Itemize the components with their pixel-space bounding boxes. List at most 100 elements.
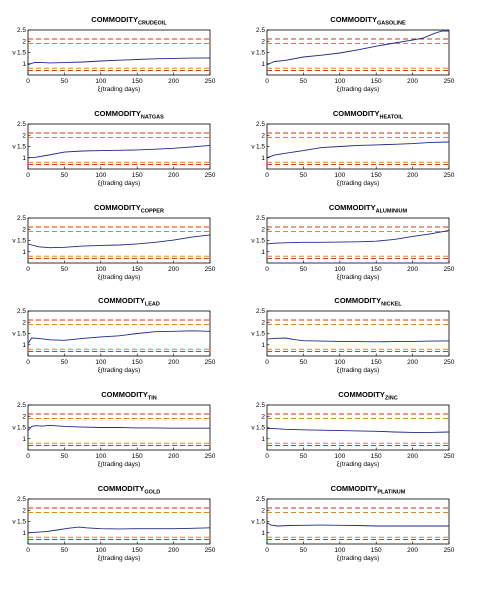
x-tick-label: 50: [300, 453, 308, 460]
y-axis-label: ν: [251, 238, 254, 245]
y-tick-label: 2.5: [17, 215, 26, 222]
x-tick-label: 100: [334, 172, 345, 179]
series-line: [266, 30, 449, 66]
title-main: COMMODITY: [91, 15, 138, 24]
y-tick-label: 2: [261, 413, 265, 420]
x-tick-label: 250: [444, 266, 455, 273]
x-tick-label: 250: [205, 359, 216, 366]
y-tick-label: 2: [22, 507, 26, 514]
x-axis-label: ξ(trading days): [337, 367, 380, 374]
x-tick-label: 250: [205, 453, 216, 460]
y-tick-label: 1.5: [256, 50, 265, 57]
y-tick-label: 1: [261, 342, 265, 349]
x-axis-label: ξ(trading days): [337, 461, 380, 468]
subplot-title: COMMODITYHEATOIL: [333, 109, 404, 121]
x-axis-label: ξ(trading days): [337, 86, 380, 93]
x-tick-label: 50: [300, 78, 308, 85]
y-tick-label: 2: [22, 38, 26, 45]
y-tick-label: 2: [261, 319, 265, 326]
y-tick-label: 1.5: [17, 144, 26, 151]
y-tick-label: 1: [261, 61, 265, 68]
x-tick-label: 0: [26, 359, 30, 366]
subplot-gasoline: COMMODITYGASOLINE 0 50 100 150 200 250 1 1.5 2 2.5…: [251, 15, 454, 93]
x-axis-label: ξ(trading days): [337, 555, 380, 562]
title-main: COMMODITY: [331, 484, 378, 493]
y-tick-label: 1.5: [17, 331, 26, 338]
x-tick-label: 250: [444, 78, 455, 85]
y-tick-label: 1: [261, 436, 265, 443]
x-tick-label: 150: [371, 547, 382, 554]
title-main: COMMODITY: [329, 203, 376, 212]
x-tick-label: 0: [265, 547, 269, 554]
title-main: COMMODITY: [333, 109, 380, 118]
x-tick-label: 250: [444, 453, 455, 460]
x-tick-label: 100: [95, 547, 106, 554]
y-tick-label: 2: [261, 507, 265, 514]
y-tick-label: 2: [22, 413, 26, 420]
y-tick-label: 1.5: [256, 425, 265, 432]
x-tick-label: 200: [168, 172, 179, 179]
x-axis-label: ξ(trading days): [98, 180, 141, 187]
subplot-title: COMMODITYGASOLINE: [330, 15, 406, 27]
series-line: [267, 428, 450, 433]
x-tick-label: 0: [265, 453, 269, 460]
x-tick-label: 150: [371, 266, 382, 273]
x-tick-label: 50: [300, 266, 308, 273]
y-tick-label: 1.5: [256, 519, 265, 526]
x-axis-label: ξ(trading days): [98, 461, 141, 468]
x-tick-label: 200: [168, 359, 179, 366]
x-tick-label: 50: [61, 172, 69, 179]
y-tick-label: 1: [22, 530, 26, 537]
title-main: COMMODITY: [98, 296, 145, 305]
series-line: [27, 144, 211, 159]
y-tick-label: 1: [22, 249, 26, 256]
plot-frame: [27, 217, 211, 264]
x-tick-label: 150: [371, 172, 382, 179]
plot-frame: [266, 404, 450, 451]
subplot-natgas: COMMODITYNATGAS 0 50 100 150 200 250 1 1.5 2 2.5 ξ(…: [12, 109, 215, 187]
x-tick-label: 50: [61, 453, 69, 460]
x-tick-label: 0: [26, 266, 30, 273]
y-axis-label: ν: [12, 144, 15, 151]
y-tick-label: 2: [261, 132, 265, 139]
x-tick-label: 50: [61, 359, 69, 366]
subplot-copper: COMMODITYCOPPER 0 50 100 150 200 250 1 1.5 2 2.5 ξ(…: [12, 203, 215, 281]
y-tick-label: 2: [261, 38, 265, 45]
y-axis-label: ν: [251, 331, 254, 338]
y-axis-label: ν: [251, 425, 254, 432]
y-tick-label: 1.5: [256, 238, 265, 245]
x-tick-label: 250: [205, 266, 216, 273]
x-tick-label: 50: [61, 78, 69, 85]
title-main: COMMODITY: [334, 296, 381, 305]
subplot-title: COMMODITYNICKEL: [334, 296, 402, 308]
x-tick-label: 100: [95, 453, 106, 460]
title-main: COMMODITY: [94, 109, 141, 118]
subplot-heatoil: COMMODITYHEATOIL 0 50 100 150 200 250 1 1.5 2 2.5 ξ…: [251, 109, 454, 187]
x-tick-label: 200: [407, 359, 418, 366]
plot-frame: [27, 498, 211, 545]
y-tick-label: 1: [261, 155, 265, 162]
series-line: [266, 522, 449, 527]
subplot-title: COMMODITYTIN: [101, 390, 157, 402]
x-tick-label: 200: [407, 266, 418, 273]
x-tick-label: 50: [300, 172, 308, 179]
x-tick-label: 100: [95, 78, 106, 85]
title-main: COMMODITY: [98, 484, 145, 493]
y-tick-label: 2.5: [256, 27, 265, 34]
series-line: [27, 526, 211, 534]
y-tick-label: 2.5: [256, 496, 265, 503]
x-tick-label: 200: [168, 78, 179, 85]
y-tick-label: 1.5: [17, 519, 26, 526]
x-tick-label: 250: [444, 547, 455, 554]
y-tick-label: 1: [22, 342, 26, 349]
title-subscript: NICKEL: [381, 302, 402, 308]
x-tick-label: 250: [205, 78, 216, 85]
y-tick-label: 1.5: [17, 425, 26, 432]
x-tick-label: 0: [265, 172, 269, 179]
x-tick-label: 100: [334, 359, 345, 366]
subplot-title: COMMODITYCRUDEOIL: [91, 15, 167, 27]
x-tick-label: 100: [334, 266, 345, 273]
subplot-title: COMMODITYPLATINUM: [331, 484, 406, 496]
x-tick-label: 150: [371, 453, 382, 460]
